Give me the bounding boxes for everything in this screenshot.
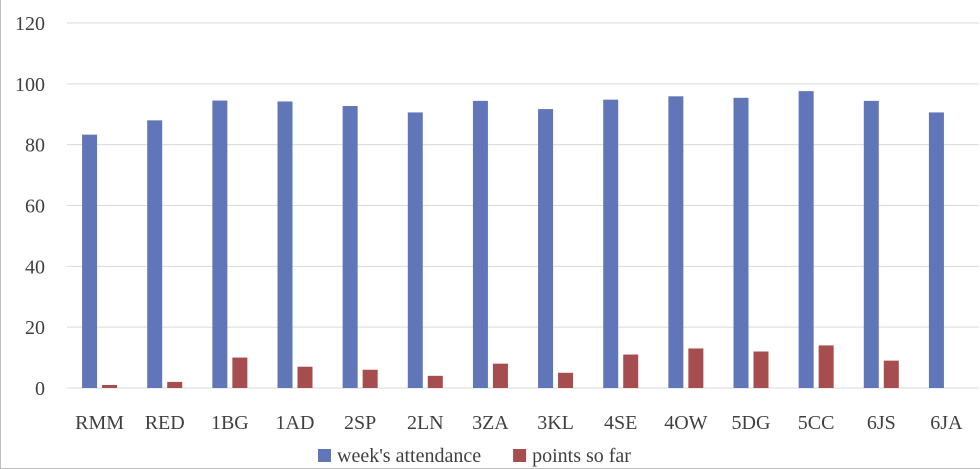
- bar-points: [688, 348, 704, 388]
- x-tick-label: 6JS: [867, 412, 896, 434]
- bar-attendance: [733, 97, 749, 388]
- x-tick-label: 6JA: [930, 412, 963, 434]
- bar-points: [102, 384, 118, 388]
- x-tick-label: RMM: [75, 412, 124, 434]
- bar-points: [167, 381, 183, 388]
- bar-points: [623, 354, 639, 388]
- bar-attendance: [863, 100, 879, 388]
- legend-item: points so far: [513, 445, 631, 467]
- bar-attendance: [342, 106, 358, 388]
- y-tick-label: 0: [35, 378, 45, 400]
- bar-attendance: [407, 112, 423, 389]
- y-tick-label: 80: [25, 135, 45, 157]
- bar-attendance: [603, 99, 619, 389]
- x-tick-label: 5DG: [732, 412, 771, 434]
- y-tick-label: 20: [25, 317, 45, 339]
- bar-points: [753, 351, 769, 388]
- bar-points: [883, 360, 899, 388]
- bar-points: [232, 357, 248, 388]
- legend-item: week's attendance: [318, 445, 481, 467]
- legend-label: week's attendance: [337, 445, 481, 467]
- y-tick-label: 120: [15, 13, 45, 35]
- bar-points: [492, 363, 508, 388]
- bar-attendance: [538, 109, 554, 389]
- y-tick-label: 40: [25, 256, 45, 278]
- bar-attendance: [472, 100, 488, 388]
- bar-points: [362, 369, 378, 388]
- legend: week's attendance points so far: [318, 445, 631, 467]
- y-tick-label: 60: [25, 196, 45, 218]
- legend-swatch: [513, 449, 527, 462]
- x-tick-label: 4SE: [604, 412, 637, 434]
- legend-swatch: [318, 449, 331, 462]
- bar-attendance: [798, 91, 814, 388]
- gridlines: [67, 22, 979, 389]
- bar-attendance: [928, 112, 944, 389]
- bar-points: [818, 345, 834, 388]
- x-axis-ticks: RMM RED 1BG 1AD 2SP 2LN 3ZA 3KL 4SE 4OW 5DG 5CC 6JS 6…: [75, 412, 963, 434]
- x-tick-label: 5CC: [798, 412, 835, 434]
- y-axis-ticks: 0 20 40 60 80 100 120: [15, 13, 45, 400]
- legend-label: points so far: [532, 445, 631, 467]
- x-tick-label: 3ZA: [472, 412, 509, 434]
- bar-attendance: [212, 100, 228, 388]
- bar-attendance: [277, 101, 293, 388]
- bar-attendance: [668, 96, 684, 388]
- x-tick-label: 3KL: [537, 412, 574, 434]
- y-tick-label: 100: [15, 74, 45, 96]
- x-tick-label: 2SP: [344, 412, 376, 434]
- x-tick-label: 2LN: [407, 412, 444, 434]
- bar-points: [427, 375, 443, 388]
- bar-attendance: [82, 134, 98, 388]
- x-tick-label: RED: [145, 412, 185, 434]
- x-tick-label: 1AD: [276, 412, 315, 434]
- x-tick-label: 4OW: [664, 412, 707, 434]
- x-tick-label: 1BG: [211, 412, 249, 434]
- bar-points: [558, 372, 574, 388]
- bar-points: [297, 366, 313, 388]
- bars: [82, 91, 944, 389]
- bar-attendance: [147, 120, 163, 388]
